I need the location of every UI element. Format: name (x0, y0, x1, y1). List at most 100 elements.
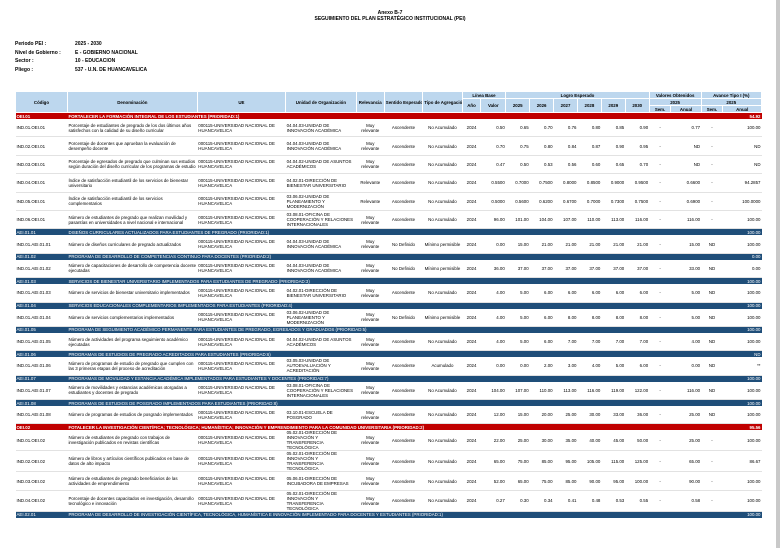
col-year: 2028 (576, 98, 602, 113)
obtained-sem: - (649, 192, 671, 211)
row-avance: 100.00 (722, 399, 762, 407)
indicator-unit: 03.08.01-OFICINA DE COOPERACIÓN Y RELACI… (285, 210, 357, 230)
target-value: 0.6200 (529, 192, 554, 211)
baseline-year: 2024 (462, 450, 481, 473)
indicator-code: IND.01.AEI.01.06 (15, 357, 68, 376)
target-value: 110.00 (577, 210, 602, 230)
obtained-anual: 4.00 (670, 332, 702, 352)
baseline-value: 4.00 (480, 332, 506, 352)
indicator-aggregation: Mínimo permisible (422, 235, 463, 254)
indicator-unit: 05.02.01-DIRECCIÓN DE INNOVACIÓN Y TRANS… (285, 490, 357, 512)
baseline-value: 0.27 (480, 490, 506, 512)
col-year: 2030 (624, 98, 650, 113)
target-value: 21.00 (625, 235, 650, 254)
obtained-sem: - (649, 284, 671, 303)
target-value: 0.90 (625, 119, 650, 138)
target-value: 0.9000 (601, 173, 626, 193)
target-value: 37.00 (553, 259, 578, 279)
target-value: 0.53 (529, 155, 554, 175)
col-sem: Sem. (700, 105, 724, 113)
target-value: 107.00 (553, 210, 578, 230)
target-value: 5.00 (601, 357, 626, 376)
col-year: 2027 (553, 98, 578, 113)
avance-anual: ND (722, 155, 762, 175)
avance-sem: ND (701, 357, 723, 376)
indicator-aggregation: Mínimo permisible (422, 259, 463, 279)
target-value: 25.00 (553, 406, 578, 425)
row-avance: 100.00 (722, 277, 762, 285)
row-code: AEI.01.02 (15, 253, 68, 260)
indicator-unit: 04.04.02-UNIDAD DE ASUNTOS ACADÉMICOS (285, 155, 357, 175)
objective-row: OEI.01 FORTALECER LA FORMACIÓN INTEGRAL D… (15, 112, 762, 119)
indicator-row: IND.01.OEI.02 Número de estudiantes de pr… (15, 430, 762, 452)
indicator-code: IND.01.AEI.01.04 (15, 308, 68, 327)
meta-value: E - GOBIERNO NACIONAL (75, 49, 138, 56)
obtained-anual: ND (670, 155, 702, 175)
target-value: 4.00 (577, 357, 602, 376)
target-value: 8.00 (625, 308, 650, 327)
indicator-direction: Ascendente (384, 332, 423, 352)
target-value: 8.00 (553, 308, 578, 327)
target-value: 85.00 (553, 471, 578, 491)
indicator-name: Índice de satisfacción estudiantil de lo… (67, 192, 198, 211)
avance-anual: ** (722, 357, 762, 376)
row-code: AEI.01.01 (15, 228, 68, 236)
avance-sem: - (701, 490, 723, 512)
col-denominacion: Denominación (66, 91, 198, 113)
target-value: 15.00 (505, 406, 530, 425)
indicator-relevance: Muy relevante (356, 235, 385, 254)
action-row: AEI.01.02 PROGRAMA DE DESARROLLO DE COMPE… (15, 253, 762, 260)
indicator-direction: Ascendente (384, 381, 423, 401)
row-avance: ND (722, 350, 762, 358)
target-value: 0.41 (553, 490, 578, 512)
target-value: 5.00 (505, 332, 530, 352)
obtained-anual: 0.00 (670, 357, 702, 376)
indicator-direction: Ascendente (384, 406, 423, 425)
indicator-ue: 000115-UNIVERSIDAD NACIONAL DE HUANCAVEL… (197, 332, 286, 352)
indicator-row: IND.01.AEI.01.02 Número de capacitaciones… (15, 259, 762, 279)
meta-value: 2025 - 2030 (75, 41, 102, 47)
col-year: 2025 (505, 98, 531, 113)
indicator-code: IND.01.AEI.01.02 (15, 259, 68, 279)
indicator-ue: 000115-UNIVERSIDAD NACIONAL DE HUANCAVEL… (197, 155, 286, 175)
target-value: 110.00 (529, 381, 554, 401)
indicator-direction: Ascendente (384, 490, 423, 512)
target-value: 37.00 (625, 259, 650, 279)
indicator-aggregation: Mínimo permisible (422, 308, 463, 327)
baseline-year: 2024 (462, 430, 481, 452)
meta-key: Pliego : (15, 66, 34, 73)
target-value: 0.55 (625, 490, 650, 512)
target-value: 0.65 (505, 119, 530, 138)
target-value: 0.48 (577, 490, 602, 512)
target-value: 75.00 (529, 471, 554, 491)
meta-row: Periodo PEI : 2025 - 2030 (15, 40, 147, 49)
col-valores-year: 2025 (648, 98, 702, 106)
col-logro: Logro Esperado (505, 91, 650, 99)
target-value: 21.00 (529, 235, 554, 254)
row-title: SERVICIOS DE BIENESTAR UNIVERSITARIO IMP… (67, 277, 723, 285)
indicator-unit: 04.04.03-UNIDAD DE INNOVACIÓN ACADÉMICA (285, 119, 357, 138)
indicator-row: IND.01.AEI.01.06 Número de programas de e… (15, 357, 762, 376)
obtained-sem: - (649, 173, 671, 193)
meta-value: 10 - EDUCACION (75, 58, 116, 64)
target-value: 30.00 (577, 406, 602, 425)
avance-sem: ND (701, 284, 723, 303)
target-value: 0.6700 (553, 192, 578, 211)
row-code: AEI.02.01 (15, 511, 68, 518)
avance-sem: ND (701, 381, 723, 401)
obtained-anual: 116.00 (670, 381, 702, 401)
target-value: 6.00 (529, 284, 554, 303)
avance-sem: - (701, 430, 723, 452)
row-avance: 100.00 (722, 302, 762, 309)
indicator-name: Porcentaje de egresados de pregrado que … (67, 155, 198, 175)
indicator-relevance: Muy relevante (356, 136, 385, 156)
indicator-direction: Ascendente (384, 192, 423, 211)
row-code: OEI.02 (15, 423, 68, 431)
row-avance: 95.56 (722, 423, 762, 431)
obtained-anual: 5.00 (670, 284, 702, 303)
target-value: 0.95 (625, 136, 650, 156)
row-title: PROGRAMAS DE MOVILIDAD Y ESTANCIA ACADÉM… (67, 375, 723, 382)
indicator-row: IND.04.OEI.02 Porcentaje de docentes capa… (15, 490, 762, 512)
indicator-relevance: Muy relevante (356, 430, 385, 452)
target-value: 8.00 (601, 308, 626, 327)
